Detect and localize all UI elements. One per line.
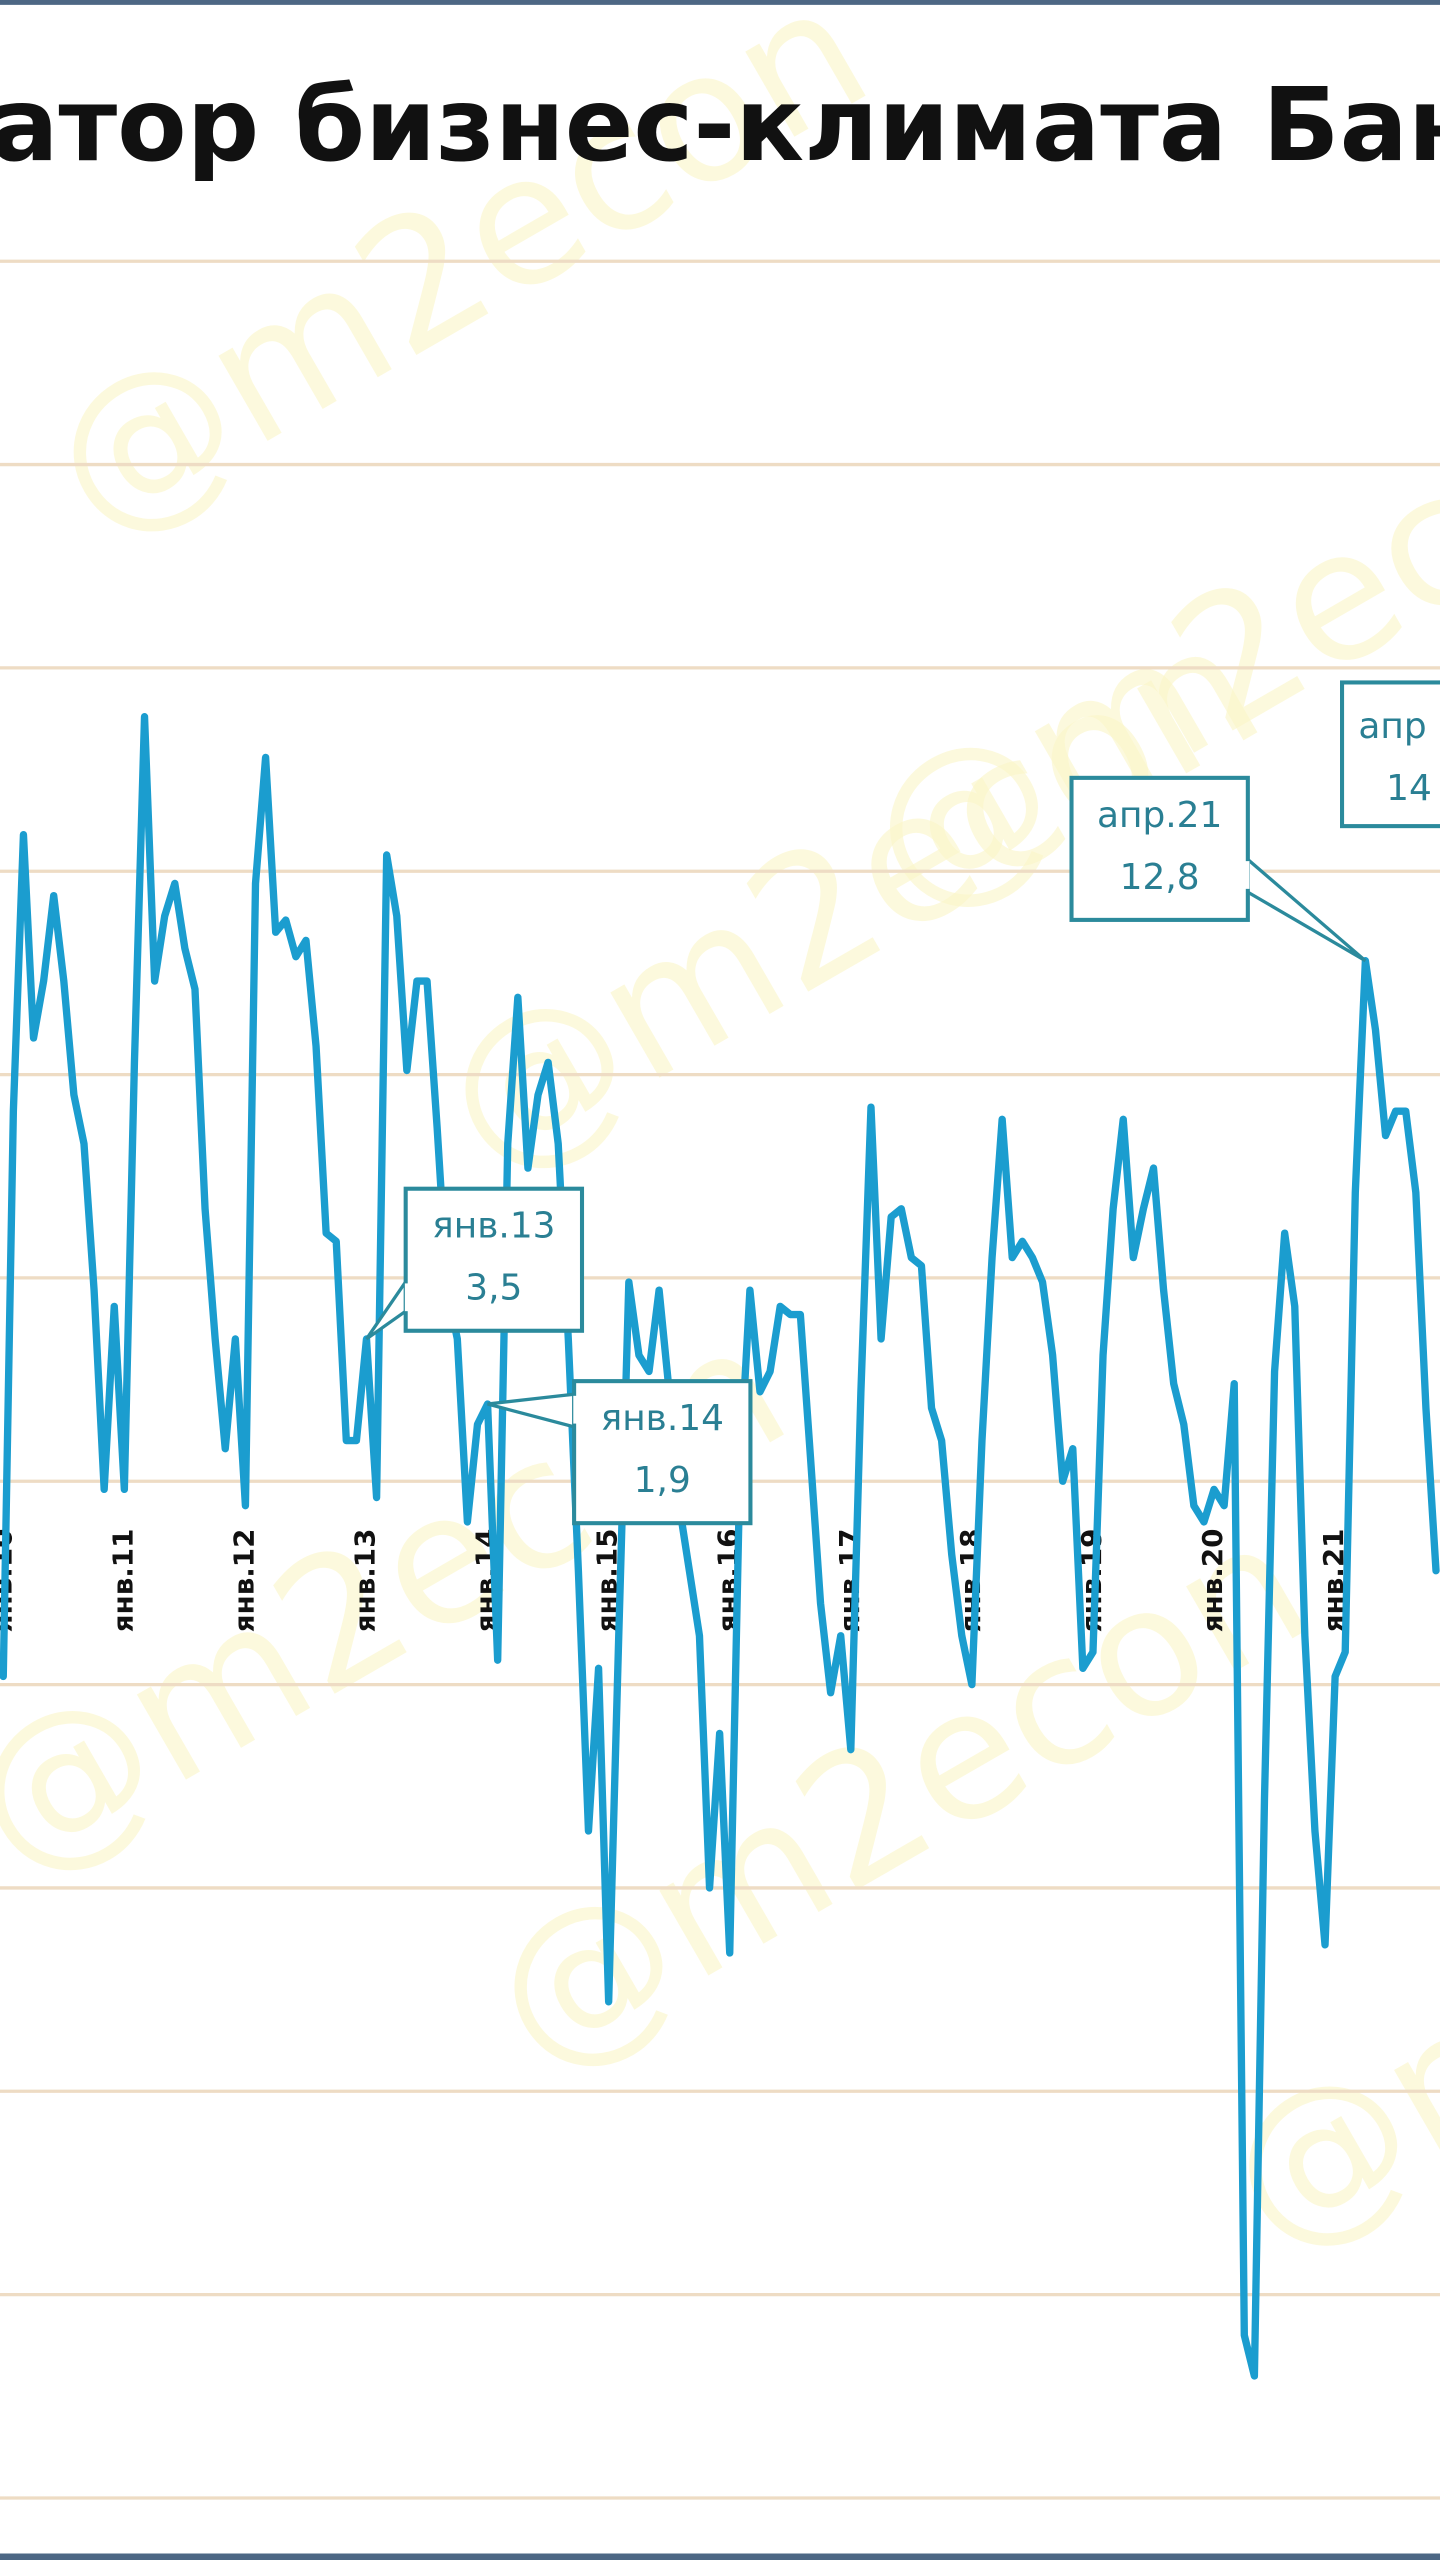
x-tick-label: янв.20 — [1196, 1529, 1229, 1633]
callout-date: янв.13 — [432, 1206, 555, 1247]
callout-value: 3,5 — [465, 1268, 522, 1309]
callout-join — [1244, 861, 1250, 889]
callout-value: 14 — [1386, 768, 1432, 809]
callout-date: апр.21 — [1097, 795, 1222, 836]
callout: янв.13 3,5 — [365, 1186, 585, 1341]
callout: янв.14 1,9 — [487, 1379, 753, 1526]
chart-title: атор бизнес-климата Банка — [0, 66, 1440, 184]
callout-join — [573, 1395, 579, 1424]
callout-cut: апр 14 — [1340, 680, 1440, 829]
x-tick-label: янв.12 — [227, 1529, 260, 1633]
callout-box — [1340, 680, 1440, 829]
callout-box — [1069, 775, 1250, 922]
callout-join — [404, 1283, 410, 1312]
callout: апр.21 12,8 — [1069, 775, 1367, 963]
data-line — [0, 713, 1440, 2380]
grid — [0, 259, 1440, 2500]
x-tick-label: янв.17 — [833, 1529, 866, 1633]
plot: янв.10 янв.11 янв.12 янв.13 янв.14 янв.15 янв.… — [0, 680, 1440, 2380]
callout-box — [572, 1379, 753, 1526]
x-tick-label: янв.13 — [348, 1529, 381, 1633]
callout-value: 12,8 — [1120, 857, 1200, 898]
callout-date: апр — [1358, 706, 1426, 747]
x-tick-label: янв.11 — [106, 1529, 139, 1633]
callout-value: 1,9 — [634, 1460, 691, 1501]
callout-date: янв.14 — [601, 1398, 724, 1439]
callout-box — [403, 1186, 585, 1333]
